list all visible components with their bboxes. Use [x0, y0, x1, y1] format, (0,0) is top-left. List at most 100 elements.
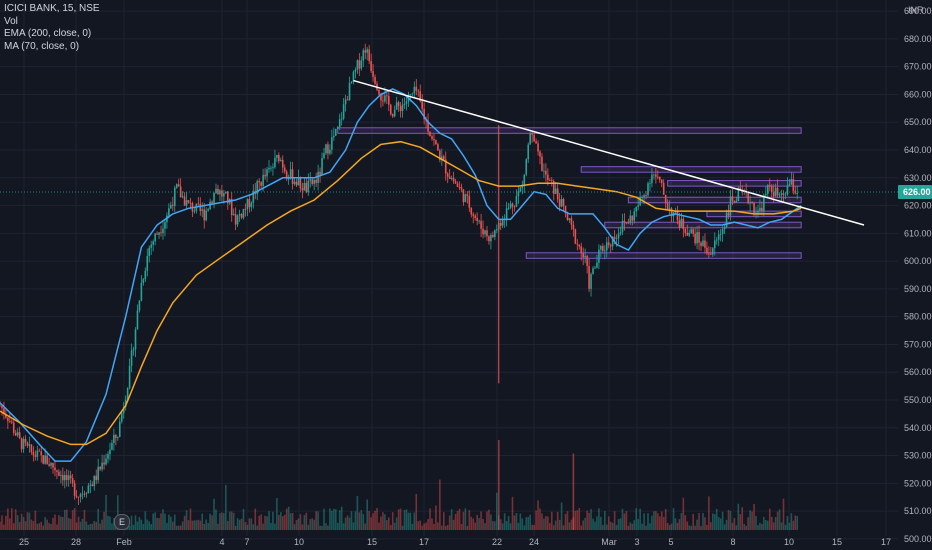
volume-bar: [794, 515, 797, 530]
volume-bar: [509, 523, 512, 530]
candle-body: [494, 230, 496, 238]
candle-body: [368, 49, 370, 62]
candle-body: [441, 156, 443, 161]
volume-bar: [464, 508, 467, 530]
candle-body: [329, 149, 331, 154]
volume-bar: [586, 510, 588, 530]
candle-body: [386, 95, 388, 97]
ma-line: [0, 140, 802, 446]
volume-bar: [427, 519, 429, 530]
candle-body: [729, 196, 732, 216]
volume-bar: [113, 517, 115, 530]
candle-body: [67, 475, 70, 480]
ma-legend[interactable]: MA (70, close, 0): [4, 40, 80, 52]
candle-body: [283, 167, 286, 172]
candle-body: [276, 154, 278, 158]
volume-bar: [405, 509, 408, 530]
candle-body: [721, 229, 724, 234]
time-tick-label: 24: [529, 537, 539, 547]
volume-bar: [105, 494, 107, 530]
volume-bar: [496, 492, 498, 530]
candle-body: [193, 210, 196, 212]
time-axis[interactable]: 25 28 Feb 4 7 10 15 17 22 24 Mar 3 5 8 10 15 17: [19, 537, 891, 547]
candle-body: [266, 169, 268, 177]
volume-bar: [662, 516, 665, 530]
candle-body: [592, 268, 594, 274]
volume-bar: [287, 506, 290, 530]
volume-bar: [156, 517, 158, 530]
candle-body: [631, 215, 634, 221]
candle-body: [352, 71, 355, 82]
volume-bar: [527, 516, 530, 530]
volume-bar: [36, 523, 39, 530]
candle-body: [533, 134, 535, 142]
volume-bar: [790, 513, 793, 530]
candle-body: [3, 408, 5, 415]
candle-body: [372, 71, 374, 77]
volume-bar: [607, 516, 610, 530]
candle-body: [203, 209, 206, 221]
earnings-event-badge[interactable]: E: [114, 514, 130, 530]
time-tick-label: 25: [19, 537, 29, 547]
candle-body: [433, 138, 435, 141]
candle-body: [50, 462, 52, 466]
candle-body: [442, 156, 445, 160]
volume-bar: [338, 510, 341, 530]
volume-bar: [450, 509, 453, 530]
volume-bar: [197, 519, 200, 530]
candle-body: [766, 185, 769, 194]
price-tick-label: 520.00: [904, 478, 932, 488]
time-tick-label: Feb: [116, 537, 132, 547]
candle-body: [753, 202, 755, 213]
volume-bar: [50, 524, 52, 530]
candle-body: [185, 200, 188, 206]
volume-bar: [34, 510, 37, 530]
candle-body: [256, 181, 259, 194]
volume-bar: [278, 514, 280, 530]
candle-body: [448, 176, 451, 179]
volume-bar: [545, 516, 547, 530]
time-tick-label: 7: [244, 537, 249, 547]
candle-body: [657, 176, 659, 178]
volume-bar: [219, 513, 221, 530]
candle-body: [230, 199, 233, 216]
volume-bar: [721, 511, 724, 530]
volume-bar: [185, 510, 188, 530]
time-tick-label: 10: [294, 537, 304, 547]
candle-body: [452, 177, 455, 182]
symbol-line[interactable]: ICICI BANK, 15, NSE: [4, 3, 100, 14]
volume-bar: [421, 525, 423, 530]
candle-body: [346, 99, 349, 101]
candle-body: [48, 464, 50, 466]
volume-bar: [103, 511, 105, 530]
candle-body: [382, 100, 384, 102]
volume-bar: [191, 520, 194, 530]
candle-body: [476, 217, 478, 221]
price-tick-label: 600.00: [904, 256, 932, 266]
candle-body: [706, 247, 708, 254]
price-axis-panel[interactable]: [898, 0, 932, 550]
volume-bar: [319, 525, 321, 530]
candle-body: [334, 128, 337, 136]
volume-bar: [342, 523, 345, 530]
volume-bar: [236, 518, 239, 530]
volume-bar: [297, 518, 300, 530]
candle-body: [737, 187, 740, 202]
candle-body: [177, 184, 180, 187]
volume-bar: [507, 516, 510, 530]
candle-body: [456, 183, 459, 187]
last-price-label: 626.00: [903, 187, 931, 197]
price-zone: [604, 221, 802, 229]
candle-body: [604, 250, 606, 252]
volume-bar: [386, 520, 388, 530]
volume-bar: [333, 508, 335, 530]
volume-bar: [389, 525, 392, 530]
candle-body: [109, 449, 111, 455]
volume-legend[interactable]: Vol: [4, 15, 18, 27]
ema-legend[interactable]: EMA (200, close, 0): [4, 28, 92, 39]
volume-bar: [195, 520, 198, 530]
volume-bar: [283, 514, 286, 530]
candle-body: [395, 102, 398, 110]
price-axis[interactable]: 500.00 510.00 520.00 530.00 540.00 550.00 560.…: [904, 6, 932, 544]
